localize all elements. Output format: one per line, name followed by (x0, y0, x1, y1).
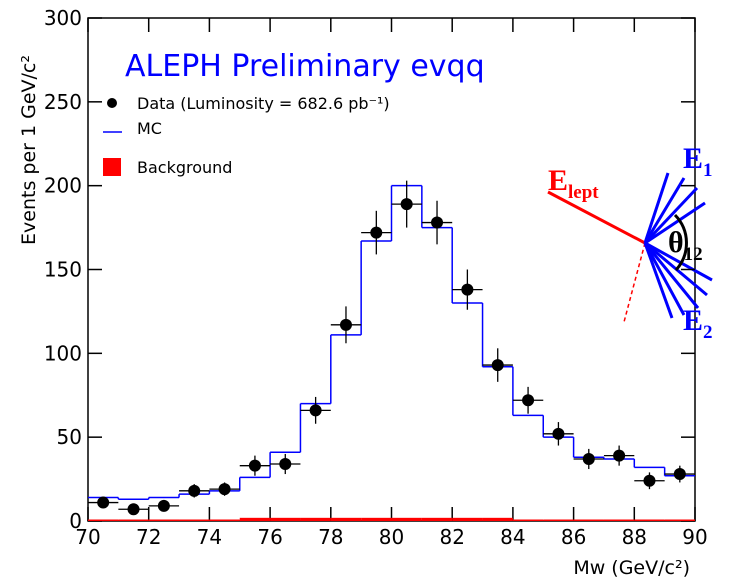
data-point (643, 474, 656, 487)
x-tick-label: 84 (500, 525, 525, 549)
annotation: Elept (548, 164, 599, 203)
y-axis-label: Events per 1 GeV/c² (18, 55, 40, 245)
background-bar (148, 519, 180, 521)
chart-title: ALEPH Preliminary evqq (125, 49, 485, 84)
data-point (279, 457, 292, 470)
annotation-main: E (683, 142, 703, 175)
annotation-main: θ (668, 226, 684, 259)
x-tick-label: 70 (75, 525, 100, 549)
x-tick-label: 90 (682, 525, 707, 549)
legend-label: MC (137, 119, 162, 138)
background-bar (664, 519, 695, 521)
background-bar (300, 517, 331, 521)
background-bar (512, 519, 544, 521)
annotation-sub: 1 (703, 160, 713, 181)
annotation-sub: 12 (684, 244, 703, 265)
annotation-main: E (548, 164, 568, 197)
y-tick-label: 150 (44, 258, 82, 282)
annotation-sub: lept (568, 182, 599, 203)
x-tick-label: 86 (561, 525, 586, 549)
annotation: E2 (683, 304, 713, 343)
x-axis-label: Mw (GeV/c²) (573, 557, 690, 579)
data-point (339, 318, 352, 331)
background-bar (603, 519, 635, 521)
background-bar (452, 517, 483, 521)
x-tick-label: 72 (136, 525, 161, 549)
legend-marker (103, 158, 121, 176)
background-bar (361, 517, 392, 521)
annotation: E1 (683, 142, 713, 181)
legend-label: Data (Luminosity = 682.6 pb⁻¹) (137, 94, 390, 113)
y-tick-label: 200 (44, 174, 82, 198)
background-bar (270, 517, 301, 521)
y-tick-label: 300 (44, 6, 82, 30)
data-point (370, 226, 383, 239)
data-point (613, 449, 626, 462)
data-point (522, 394, 535, 407)
lepton-dashed (623, 242, 646, 323)
background-bar (88, 519, 119, 521)
data-point (188, 484, 201, 497)
data-point (309, 404, 322, 417)
background-bar (543, 519, 574, 521)
y-tick-label: 0 (69, 509, 82, 533)
data-point (400, 198, 413, 211)
lepton-line (547, 190, 646, 245)
legend-label: Background (137, 158, 232, 177)
x-tick-label: 74 (197, 525, 222, 549)
annotation: θ12 (668, 226, 703, 265)
background-bar (573, 519, 604, 521)
background-bar (239, 517, 271, 521)
x-tick-label: 82 (439, 525, 464, 549)
x-tick-label: 76 (257, 525, 282, 549)
legend-marker (107, 98, 117, 108)
x-tick-label: 88 (622, 525, 647, 549)
jet-lines (643, 172, 713, 319)
y-tick-label: 50 (57, 425, 82, 449)
data-point (127, 503, 140, 516)
data-point (461, 283, 474, 296)
angle-arc (673, 213, 688, 272)
annotation-main: E (683, 304, 703, 337)
x-tick-label: 78 (318, 525, 343, 549)
data-point (248, 459, 261, 472)
x-tick-label: 80 (379, 525, 404, 549)
y-tick-label: 100 (44, 341, 82, 365)
data-point (582, 452, 595, 465)
data-point (218, 483, 231, 496)
background-bar (421, 517, 453, 521)
data-point (491, 359, 504, 372)
y-tick-label: 250 (44, 90, 82, 114)
data-point (97, 496, 110, 509)
background-bar (391, 517, 422, 521)
data-point (552, 427, 565, 440)
background-bar (209, 519, 240, 521)
background-bar (118, 519, 149, 521)
data-point (673, 468, 686, 481)
background-bar (482, 517, 513, 521)
data-point (431, 216, 444, 229)
background-bar (634, 519, 665, 521)
annotation-sub: 2 (703, 322, 713, 343)
background-bar (179, 519, 210, 521)
data-point (157, 499, 170, 512)
background-bar (330, 517, 362, 521)
diagram (547, 172, 713, 323)
